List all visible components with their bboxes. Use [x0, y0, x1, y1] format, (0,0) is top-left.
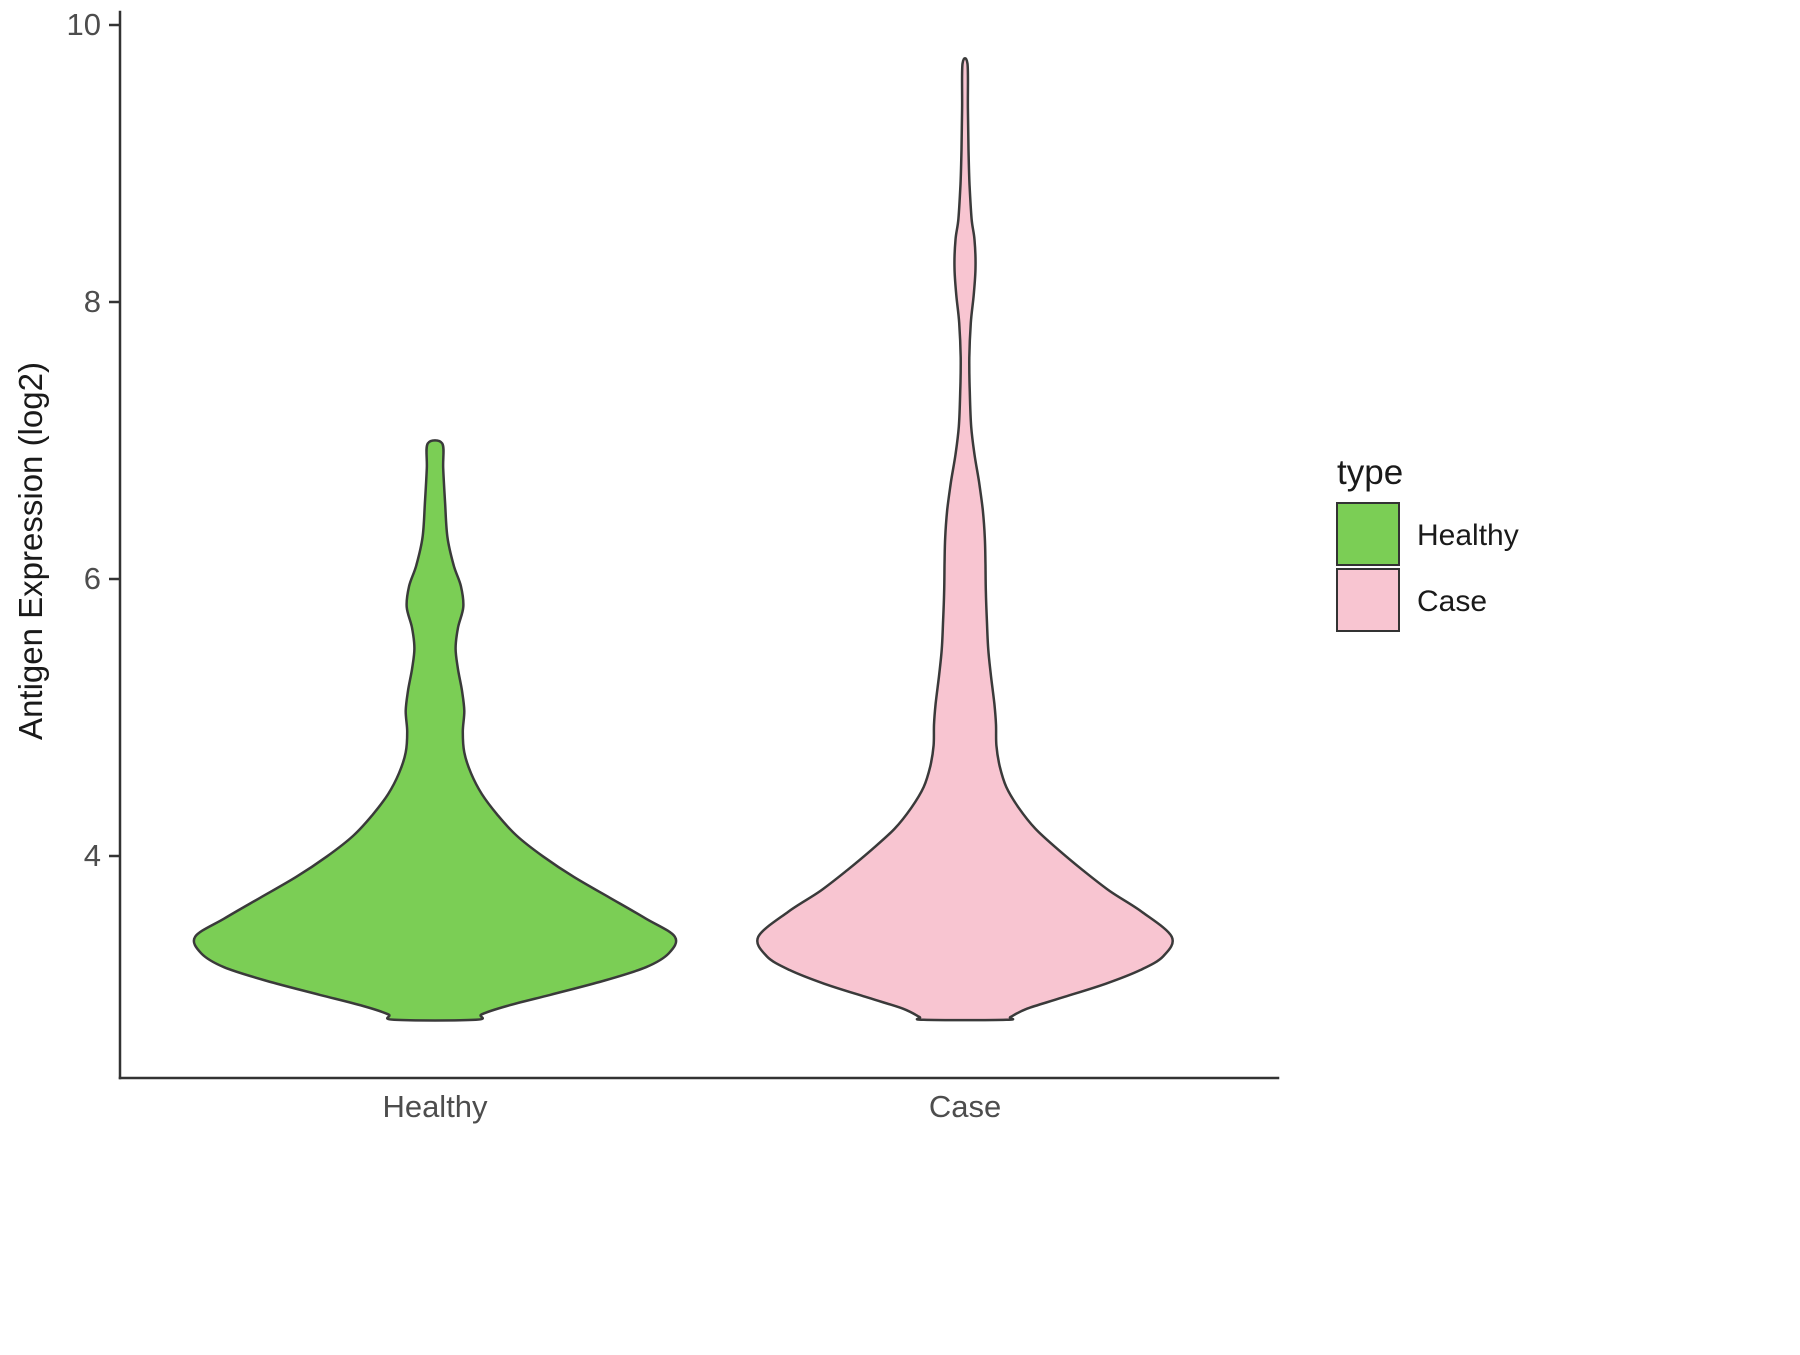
- y-axis-labels: 4 6 8 10: [67, 7, 101, 873]
- violin-case: [756, 57, 1174, 1022]
- x-category-label-case: Case: [929, 1089, 1001, 1124]
- legend-title: type: [1337, 453, 1403, 492]
- legend: type Healthy Case: [1336, 453, 1519, 632]
- legend-swatch-case: [1336, 568, 1400, 632]
- x-axis-labels: Healthy Case: [382, 1089, 1001, 1124]
- legend-label-case: Case: [1417, 585, 1487, 618]
- axes: [109, 10, 1280, 1080]
- y-axis-title: Antigen Expression (log2): [12, 362, 49, 740]
- y-tick-label: 6: [84, 561, 101, 596]
- legend-label-healthy: Healthy: [1417, 519, 1519, 552]
- y-tick-label: 4: [84, 838, 101, 873]
- legend-swatch-healthy: [1336, 502, 1400, 566]
- violin-layer: [192, 57, 1174, 1022]
- y-tick-label: 10: [67, 7, 101, 42]
- violin-healthy: [192, 439, 678, 1022]
- y-tick-label: 8: [84, 284, 101, 319]
- x-category-label-healthy: Healthy: [382, 1089, 488, 1124]
